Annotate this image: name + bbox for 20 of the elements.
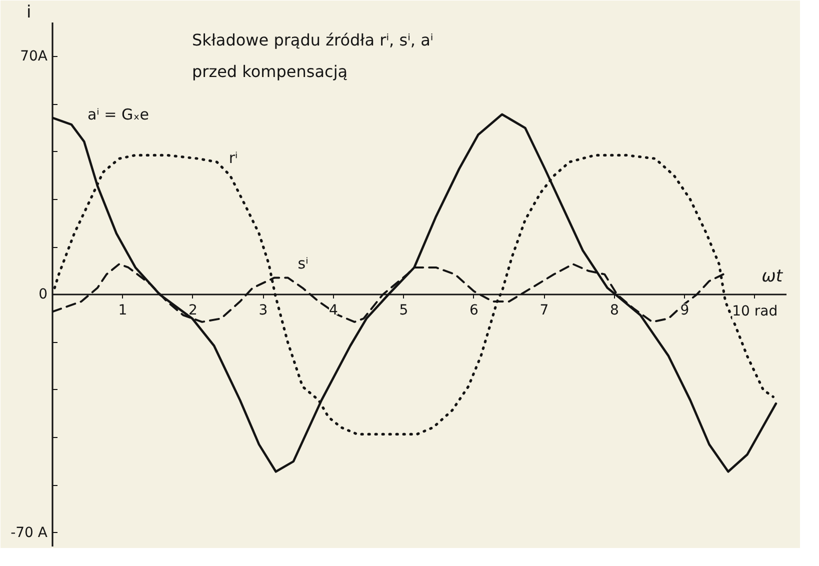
series-label: rⁱ (228, 149, 238, 168)
text: Składowe prądu źródła rⁱ, sⁱ, aⁱ (192, 30, 434, 50)
x-axis-title: ωt (762, 266, 784, 287)
x-tick-label: 1 (118, 302, 128, 319)
x-tick-label: 4 (329, 302, 338, 319)
y-tick-label: 70A (20, 48, 48, 65)
y-tick-label: -70 A (10, 524, 48, 541)
x-tick-label: 6 (469, 302, 478, 319)
x-tick-label: 7 (540, 302, 549, 319)
x-tick-label: 2 (188, 302, 198, 319)
series-label: aⁱ = Gₓe (87, 106, 149, 124)
x-tick-label: 10 rad (732, 304, 778, 320)
x-tick-label: 3 (258, 302, 268, 319)
text: przed kompensacją (192, 62, 348, 81)
series-label: sⁱ (298, 254, 308, 273)
y-tick-label: 0 (38, 286, 48, 303)
x-tick-label: 8 (610, 302, 619, 319)
x-tick-label: 9 (680, 302, 690, 319)
y-axis-title: i (26, 2, 32, 22)
x-tick-label: 5 (399, 302, 408, 319)
